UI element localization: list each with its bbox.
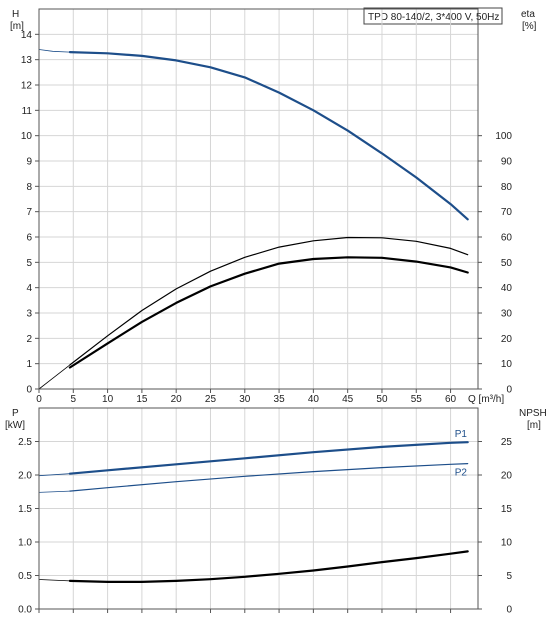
top-x-tick-label: 5 [71, 394, 77, 405]
bottom-right-tick-label: 5 [506, 571, 512, 582]
top-right-tick-label: 60 [501, 233, 513, 244]
bottom-right-tick-label: 20 [501, 471, 513, 482]
top-series-1-extension [38, 364, 71, 390]
bottom-series-label-p1: P1 [455, 429, 468, 440]
bottom-series-0-line [68, 441, 469, 475]
top-left-tick-label: 8 [26, 182, 32, 193]
top-x-tick-label: 60 [445, 394, 457, 405]
bottom-left-axis-label-line2: [kW] [5, 420, 25, 431]
top-right-tick-label: 0 [506, 385, 512, 396]
top-series-group [38, 49, 469, 390]
bottom-series-1-line [69, 463, 469, 492]
top-right-tick-label: 70 [501, 207, 513, 218]
bottom-left-tick-label: 0.5 [18, 571, 32, 582]
top-left-tick-label: 9 [26, 157, 32, 168]
top-right-tick-label: 10 [501, 359, 513, 370]
bottom-right-tick-label: 10 [501, 538, 513, 549]
top-left-tick-label: 4 [26, 283, 32, 294]
top-x-tick-label: 30 [239, 394, 251, 405]
top-x-tick-label: 10 [102, 394, 114, 405]
bottom-right-axis-label-line1: NPSH [519, 408, 547, 419]
top-left-tick-label: 0 [26, 385, 32, 396]
top-grid [38, 9, 478, 390]
top-x-tick-label: 55 [411, 394, 423, 405]
top-right-tick-label: 90 [501, 157, 513, 168]
top-x-axis-label: Q [m³/h] [468, 394, 504, 405]
bottom-series-0-extension [38, 473, 70, 477]
bottom-series-label-p2: P2 [455, 468, 468, 479]
top-frame [35, 8, 482, 393]
top-right-tick-label: 30 [501, 309, 513, 320]
top-left-tick-label: 5 [26, 258, 32, 269]
bottom-series-group: P1 P2 [38, 429, 469, 584]
chart-title: TPD 80-140/2, 3*400 V, 50Hz [368, 12, 499, 23]
top-series-2-line [68, 256, 469, 369]
bottom-left-tick-label: 2.5 [18, 437, 32, 448]
top-left-tick-label: 11 [22, 106, 33, 117]
top-series-0-line [68, 50, 469, 221]
bottom-right-tick-label: 25 [501, 437, 513, 448]
top-left-tick-label: 13 [21, 55, 33, 66]
bottom-series-2-extension [38, 579, 70, 582]
bottom-frame [35, 407, 482, 613]
bottom-left-tick-label: 0.0 [18, 605, 32, 616]
top-left-tick-label: 7 [26, 207, 32, 218]
top-right-axis-label-line2: [%] [522, 21, 537, 32]
bottom-series-2-line [68, 550, 469, 584]
bottom-grid [38, 408, 478, 610]
top-plot-frame [38, 8, 479, 390]
top-right-tick-label: 50 [501, 258, 513, 269]
top-right-axis-label-line1: eta [521, 9, 535, 20]
bottom-right-tick-label: 15 [501, 504, 513, 515]
bottom-left-tick-label: 2.0 [18, 471, 32, 482]
top-left-tick-label: 14 [21, 30, 33, 41]
chart-title-box [363, 7, 503, 25]
bottom-series-1-extension [38, 490, 70, 493]
top-right-tick-label: 80 [501, 182, 513, 193]
bottom-left-tick-label: 1.0 [18, 538, 32, 549]
top-series-0-extension [38, 49, 70, 53]
bottom-left-tick-label: 1.5 [18, 504, 32, 515]
bottom-right-axis-label-line2: [m] [527, 420, 541, 431]
bottom-left-axis-label-line1: P [12, 408, 19, 419]
top-x-tick-label: 15 [136, 394, 148, 405]
top-left-axis-label-line2: [m] [10, 21, 24, 32]
top-left-axis-label-line1: H [12, 9, 19, 20]
top-x-tick-label: 35 [274, 394, 286, 405]
top-left-tick-label: 3 [26, 309, 32, 320]
top-left-tick-label: 1 [26, 359, 32, 370]
top-right-tick-label: 100 [495, 131, 512, 142]
bottom-tick-labels: 0.0 0.5 1.0 1.5 2.0 2.5 0 5 10 15 20 25 [18, 437, 512, 616]
top-left-tick-label: 12 [21, 81, 33, 92]
top-left-tick-label: 10 [21, 131, 33, 142]
top-x-tick-label: 40 [308, 394, 320, 405]
top-left-tick-label: 2 [26, 334, 32, 345]
top-tick-labels: 0 5 10 15 20 25 30 35 40 45 50 55 600123456789101112… [21, 30, 513, 405]
top-left-tick-label: 6 [26, 233, 32, 244]
top-x-tick-label: 50 [376, 394, 388, 405]
top-x-tick-label: 20 [171, 394, 183, 405]
top-x-tick-label: 0 [36, 394, 42, 405]
top-right-tick-label: 40 [501, 283, 513, 294]
top-x-tick-label: 25 [205, 394, 217, 405]
bottom-right-tick-label: 0 [506, 605, 512, 616]
bottom-plot-frame [38, 407, 479, 610]
top-series-1-line [69, 236, 469, 366]
top-x-tick-label: 45 [342, 394, 354, 405]
top-right-tick-label: 20 [501, 334, 513, 345]
